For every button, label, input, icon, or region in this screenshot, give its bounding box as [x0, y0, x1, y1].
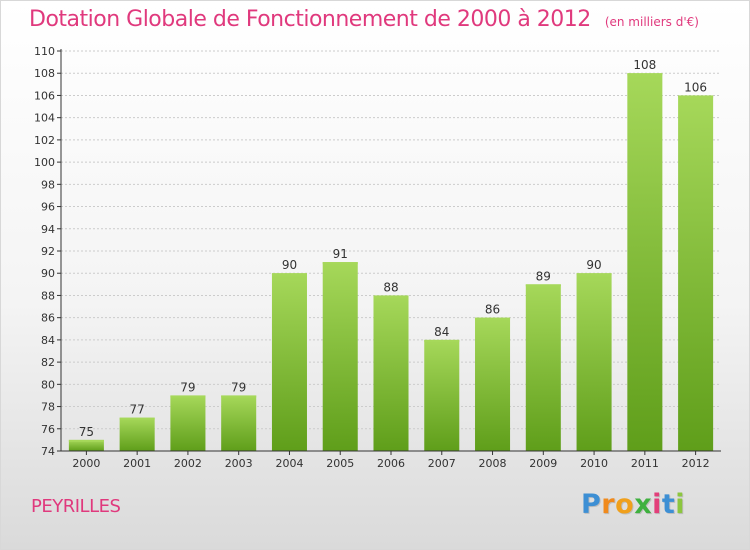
bar-top-highlight	[627, 73, 663, 76]
x-tick-label: 2002	[174, 457, 202, 470]
x-tick-label: 2012	[682, 457, 710, 470]
x-tick-label: 2005	[326, 457, 354, 470]
bar-top-highlight	[322, 262, 358, 265]
bar-value-label: 86	[485, 303, 500, 317]
y-tick-label: 86	[41, 312, 55, 325]
bar-value-label: 91	[333, 247, 348, 261]
logo-letter: i	[652, 489, 662, 520]
logo-letter: o	[615, 489, 635, 520]
bar-value-label: 90	[586, 258, 601, 272]
chart-subtitle: (en milliers d'€)	[604, 15, 699, 29]
bar-2010	[576, 273, 612, 451]
bar-2001	[119, 417, 155, 451]
y-tick-label: 98	[41, 178, 55, 191]
x-tick-label: 2003	[225, 457, 253, 470]
bar-value-label: 77	[130, 403, 145, 417]
x-tick-label: 2000	[72, 457, 100, 470]
bar-value-label: 84	[434, 325, 449, 339]
y-axis: 74 76 78 80 82 84 86 88 90 92 94 96 98 100 102 104 106 10…	[34, 45, 62, 458]
bar-2003	[221, 395, 257, 451]
bar-2005	[322, 262, 358, 451]
y-tick-label: 104	[34, 112, 55, 125]
bar-top-highlight	[678, 95, 714, 98]
bar-top-highlight	[119, 417, 155, 420]
y-tick-label: 78	[41, 401, 55, 414]
bar-top-highlight	[221, 395, 257, 398]
y-tick-label: 76	[41, 423, 55, 436]
bars-group: 75 77 79 79 90 91 88 84 86 89 90 108 106	[68, 58, 714, 451]
y-tick-label: 92	[41, 245, 55, 258]
bar-top-highlight	[576, 273, 612, 276]
bar-2011	[627, 73, 663, 451]
location-name: PEYRILLES	[31, 496, 121, 517]
x-tick-label: 2010	[580, 457, 608, 470]
x-tick-label: 2006	[377, 457, 405, 470]
y-tick-label: 82	[41, 356, 55, 369]
logo-letter: x	[634, 489, 653, 520]
y-tick-label: 96	[41, 201, 55, 214]
x-tick-label: 2007	[428, 457, 456, 470]
bar-top-highlight	[424, 339, 460, 342]
x-tick-label: 2011	[631, 457, 659, 470]
x-axis: 2000 2001 2002 2003 2004 2005 2006 2007 2008 2009…	[61, 450, 721, 470]
bar-2009	[525, 284, 561, 451]
bar-top-highlight	[271, 273, 307, 276]
chart-title: Dotation Globale de Fonctionnement de 20…	[29, 7, 699, 32]
y-tick-label: 100	[34, 156, 55, 169]
logo-letter: P	[581, 489, 602, 520]
proxiti-logo[interactable]: Proxiti	[581, 489, 685, 520]
x-tick-label: 2008	[479, 457, 507, 470]
bar-value-label: 90	[282, 258, 297, 272]
logo-letter: t	[661, 489, 676, 520]
y-tick-label: 102	[34, 134, 55, 147]
y-tick-label: 84	[41, 334, 55, 347]
x-tick-label: 2004	[275, 457, 303, 470]
bar-2007	[424, 339, 460, 451]
bar-value-label: 108	[633, 58, 656, 72]
bar-value-label: 75	[79, 425, 94, 439]
bar-top-highlight	[373, 295, 409, 298]
bar-value-label: 106	[684, 80, 707, 94]
bar-top-highlight	[170, 395, 206, 398]
logo-letter: i	[675, 489, 686, 520]
x-tick-label: 2009	[529, 457, 557, 470]
bar-top-highlight	[475, 317, 511, 320]
y-tick-label: 88	[41, 289, 55, 302]
logo-letter: r	[601, 489, 616, 520]
bar-2000	[68, 439, 104, 451]
y-tick-label: 108	[34, 67, 55, 80]
bar-2012	[678, 95, 714, 451]
bar-value-label: 88	[383, 280, 398, 294]
bar-2004	[271, 273, 307, 451]
y-tick-label: 106	[34, 89, 55, 102]
y-tick-label: 74	[41, 445, 55, 458]
bar-value-label: 79	[231, 380, 246, 394]
bar-2008	[475, 317, 511, 451]
x-tick-label: 2001	[123, 457, 151, 470]
y-tick-label: 90	[41, 267, 55, 280]
bar-top-highlight	[525, 284, 561, 287]
bar-2006	[373, 295, 409, 451]
y-tick-label: 80	[41, 378, 55, 391]
bar-value-label: 79	[180, 380, 195, 394]
chart-title-text: Dotation Globale de Fonctionnement de 20…	[29, 7, 591, 32]
bar-2002	[170, 395, 206, 451]
bar-value-label: 89	[536, 269, 551, 283]
bar-top-highlight	[68, 439, 104, 442]
y-tick-label: 94	[41, 223, 55, 236]
y-tick-label: 110	[34, 45, 55, 58]
